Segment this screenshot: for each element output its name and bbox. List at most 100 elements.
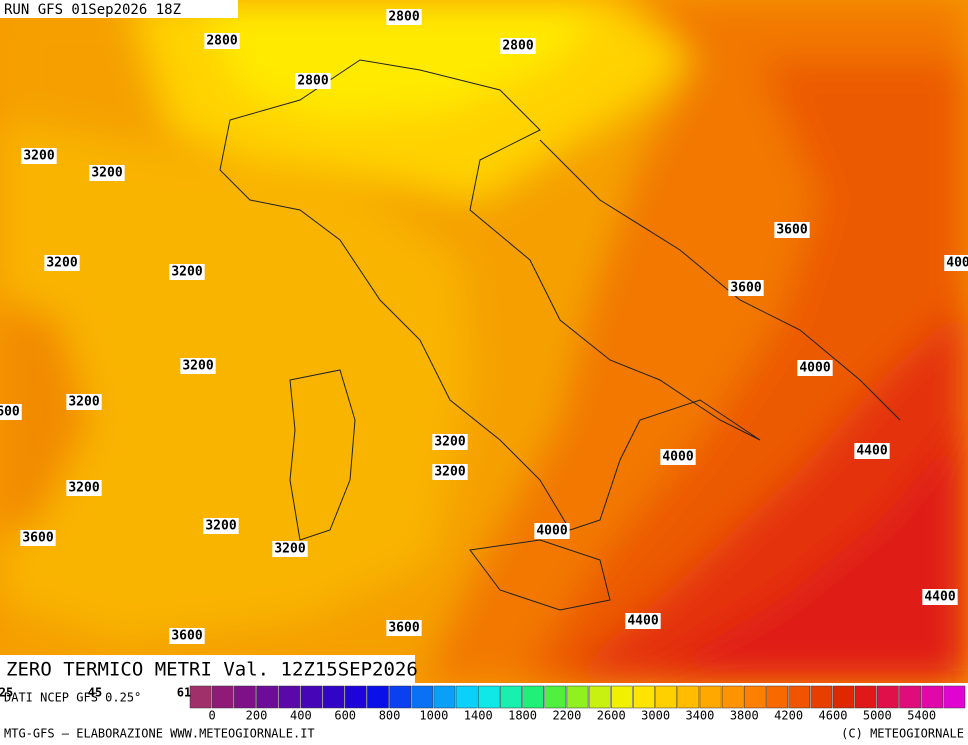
colorbar-label: 400 bbox=[290, 709, 312, 723]
colorbar-label: 2600 bbox=[597, 709, 626, 723]
contour-label: 3200 bbox=[68, 395, 99, 410]
contour-label: 4400 bbox=[627, 614, 658, 629]
contour-label-box bbox=[386, 620, 422, 636]
colorbar-swatch bbox=[633, 685, 655, 709]
contour-label: 3600 bbox=[730, 281, 761, 296]
contour-label: 4000 bbox=[799, 361, 830, 376]
contour-label-box bbox=[432, 464, 468, 480]
contour-label: 3200 bbox=[205, 519, 236, 534]
colorbar-swatch bbox=[455, 685, 478, 709]
contour-label-box bbox=[66, 480, 102, 496]
colorbar-overlay: 45 bbox=[88, 686, 102, 700]
contour-label: 3200 bbox=[91, 166, 122, 181]
colorbar-label: 1000 bbox=[419, 709, 448, 723]
colorbar-swatch bbox=[344, 685, 367, 709]
colorbar-label: 600 bbox=[334, 709, 356, 723]
contour-label-box bbox=[169, 628, 205, 644]
contour-label: 3200 bbox=[274, 542, 305, 557]
contour-label-box bbox=[66, 394, 102, 410]
colorbar-label: 2200 bbox=[552, 709, 581, 723]
contour-label: 3200 bbox=[68, 481, 99, 496]
contour-label: 3200 bbox=[434, 435, 465, 450]
colorbar-swatch bbox=[877, 685, 899, 709]
colorbar-swatch bbox=[389, 685, 411, 709]
colorbar-label: 800 bbox=[379, 709, 401, 723]
footer-left: MTG-GFS — ELABORAZIONE WWW.METEOGIORNALE… bbox=[4, 727, 315, 741]
colorbar-swatch bbox=[943, 685, 966, 709]
contour-label: 3600 bbox=[388, 621, 419, 636]
colorbar-swatch bbox=[322, 685, 345, 709]
colorbar-swatch bbox=[544, 685, 567, 709]
contour-label-box bbox=[922, 589, 958, 605]
contour-label: 4000 bbox=[536, 524, 567, 539]
colorbar-overlay: 25 bbox=[0, 686, 13, 700]
title-box bbox=[0, 655, 415, 683]
contour-label: 3200 bbox=[23, 149, 54, 164]
contour-label: 4400 bbox=[856, 444, 887, 459]
contour-label-box bbox=[295, 73, 331, 89]
contour-label: 2800 bbox=[297, 74, 328, 89]
contour-label-box bbox=[21, 148, 57, 164]
colorbar-swatch bbox=[477, 685, 500, 709]
contour-label-box bbox=[386, 9, 422, 25]
colorbar-swatch bbox=[189, 685, 212, 709]
colorbar-label: 1800 bbox=[508, 709, 537, 723]
contour-label: 3200 bbox=[434, 465, 465, 480]
colorbar-swatch bbox=[211, 685, 234, 709]
colorbar-label: 200 bbox=[246, 709, 268, 723]
contour-label: 4000 bbox=[662, 450, 693, 465]
colorbar-label: 4200 bbox=[774, 709, 803, 723]
colorbar-swatch bbox=[500, 685, 522, 709]
contour-label: 3600 bbox=[776, 223, 807, 238]
colorbar-swatch bbox=[411, 685, 434, 709]
contour-label-box bbox=[944, 255, 968, 271]
colorbar-swatch bbox=[566, 685, 589, 709]
contour-label: 600 bbox=[0, 405, 20, 420]
colorbar-swatch bbox=[655, 685, 678, 709]
contour-label: 2800 bbox=[206, 34, 237, 49]
colorbar-swatch bbox=[788, 685, 811, 709]
contour-label-box bbox=[660, 449, 696, 465]
footer-right: (C) METEOGIORNALE bbox=[841, 727, 964, 741]
contour-label-box bbox=[854, 443, 890, 459]
colorbar-label: 3400 bbox=[685, 709, 714, 723]
temperature-field bbox=[0, 0, 968, 683]
contour-label: 4400 bbox=[924, 590, 955, 605]
colorbar-swatch bbox=[256, 685, 278, 709]
run-label: RUN GFS 01Sep2026 18Z bbox=[4, 2, 181, 18]
contour-label-box bbox=[169, 264, 205, 280]
colorbar-swatch bbox=[522, 685, 544, 709]
contour-label-box bbox=[500, 38, 536, 54]
contour-label-box bbox=[180, 358, 216, 374]
colorbar-overlay: 61 bbox=[177, 686, 191, 700]
colorbar-swatch bbox=[832, 685, 855, 709]
contour-label-box bbox=[728, 280, 764, 296]
contour-label-box bbox=[203, 518, 239, 534]
colorbar-swatch bbox=[766, 685, 788, 709]
contour-label-box bbox=[534, 523, 570, 539]
colorbar-swatch bbox=[367, 685, 389, 709]
contour-label: 3200 bbox=[171, 265, 202, 280]
coastlines bbox=[219, 59, 901, 611]
colorbar-label: 4600 bbox=[819, 709, 848, 723]
colorbar-swatch bbox=[699, 685, 722, 709]
colorbar-swatch bbox=[854, 685, 877, 709]
colorbar-swatch bbox=[677, 685, 700, 709]
colorbar-swatch bbox=[721, 685, 744, 709]
colorbar-label: 3800 bbox=[730, 709, 759, 723]
map-title: ZERO TERMICO METRI Val. 12Z15SEP2026 bbox=[6, 659, 418, 681]
contour-label-box bbox=[89, 165, 125, 181]
contour-label: 400 bbox=[946, 256, 968, 271]
contour-label-box bbox=[774, 222, 810, 238]
contour-label: 3200 bbox=[182, 359, 213, 374]
data-source: DATI NCEP GFS 0.25° bbox=[4, 691, 141, 705]
contour-label-box bbox=[432, 434, 468, 450]
colorbar-swatch bbox=[433, 685, 456, 709]
colorbar-swatch bbox=[278, 685, 301, 709]
colorbar-swatch bbox=[921, 685, 944, 709]
contour-label: 3200 bbox=[46, 256, 77, 271]
contour-label: 3600 bbox=[22, 531, 53, 546]
colorbar-label: 5400 bbox=[907, 709, 936, 723]
